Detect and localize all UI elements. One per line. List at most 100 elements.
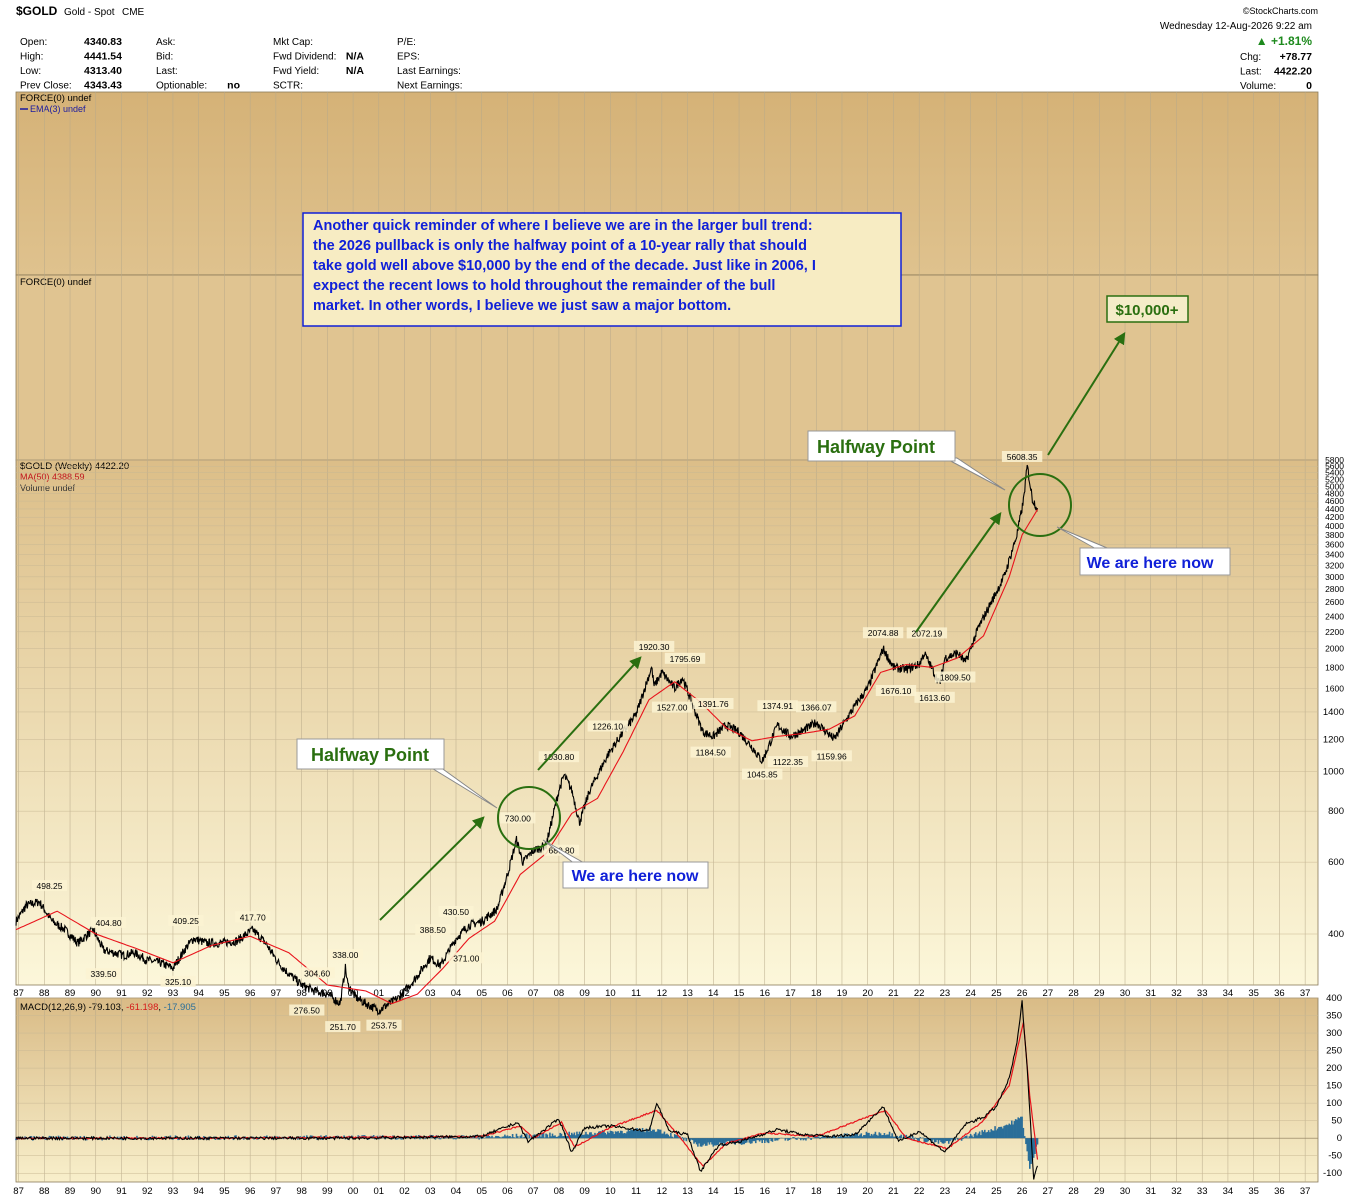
- x-tick-label: 96: [245, 988, 256, 999]
- x-tick-label: 37: [1300, 988, 1311, 999]
- x-tick-label: 28: [1068, 988, 1079, 999]
- x-tick-label: 07: [528, 988, 539, 999]
- x-tick-label: 89: [65, 988, 76, 999]
- data-label-bg: [85, 968, 122, 980]
- here-callout-1: [562, 861, 709, 889]
- x-tick-label: 97: [271, 988, 282, 999]
- data-label: 1045.85: [747, 770, 778, 780]
- trend-arrow-4: [1047, 331, 1126, 456]
- x-tick-label: 87: [13, 988, 24, 999]
- x-tick-label: 18: [811, 1186, 822, 1197]
- y-tick-label: 2400: [1325, 611, 1344, 621]
- data-label: 1030.80: [544, 752, 575, 762]
- x-tick-label: 03: [425, 988, 436, 999]
- data-label-bg: [500, 812, 536, 824]
- trend-arrow-1: [379, 816, 485, 921]
- data-label: 1184.50: [696, 748, 726, 758]
- x-tick-label: 11: [631, 1186, 641, 1197]
- macd-y-tick-label: 50: [1331, 1116, 1342, 1127]
- data-label-bg: [415, 924, 451, 936]
- x-tick-label: 32: [1171, 988, 1182, 999]
- x-tick-label: 05: [476, 1186, 487, 1197]
- macd-y-tick-label: 350: [1326, 1011, 1342, 1022]
- x-tick-label: 88: [39, 1186, 50, 1197]
- x-tick-label: 94: [193, 988, 204, 999]
- x-tick-label: 07: [528, 1186, 539, 1197]
- x-tick-label: 00: [348, 1186, 359, 1197]
- macd-y-tick-label: -100: [1323, 1168, 1342, 1179]
- data-label-bg: [693, 698, 734, 709]
- quote-label: SCTR:: [273, 81, 303, 92]
- macd-y-tick-label: 100: [1326, 1098, 1342, 1109]
- halfway-callout-1: [296, 738, 445, 770]
- y-tick-label: 3000: [1325, 572, 1344, 582]
- x-tick-label: 36: [1274, 1186, 1285, 1197]
- x-tick-label: 19: [837, 988, 848, 999]
- data-label: 251.70: [330, 1022, 356, 1032]
- x-tick-label: 95: [219, 1186, 230, 1197]
- data-label: 730.00: [505, 813, 531, 823]
- y-tick-label: 4800: [1325, 489, 1344, 499]
- quote-label: Fwd Yield:: [273, 66, 319, 77]
- data-label-bg: [651, 701, 693, 713]
- data-label-bg: [633, 640, 675, 652]
- x-tick-label: 99: [322, 1186, 333, 1197]
- ema-label: EMA(3) undef: [30, 104, 86, 114]
- x-tick-label: 34: [1223, 988, 1234, 999]
- x-tick-label: 15: [734, 1186, 745, 1197]
- x-tick-label: 27: [1043, 1186, 1054, 1197]
- x-tick-label: 18: [811, 988, 822, 999]
- data-label-bg: [91, 916, 127, 928]
- data-label: 253.75: [371, 1021, 397, 1031]
- data-label: 409.25: [173, 916, 199, 926]
- x-tick-label: 20: [862, 1186, 873, 1197]
- annotation-layer: Another quick reminder of where I believ…: [296, 212, 1231, 921]
- x-tick-label: 90: [90, 988, 101, 999]
- x-tick-label: 00: [348, 988, 359, 999]
- x-tick-label: 06: [502, 988, 513, 999]
- data-label: 1809.50: [940, 673, 971, 683]
- data-label: 1374.91: [762, 701, 793, 711]
- y-tick-label: 1800: [1325, 662, 1344, 672]
- data-label: 1226.10: [592, 722, 623, 732]
- price-line: [15, 464, 1039, 1016]
- quote-label: Prev Close:: [20, 81, 72, 92]
- data-label: 276.50: [294, 1006, 320, 1016]
- macd-y-tick-label: 200: [1326, 1063, 1342, 1074]
- y-tick-label: 3600: [1325, 540, 1344, 550]
- data-label-bg: [587, 720, 628, 732]
- y-tick-label: 2000: [1325, 644, 1344, 654]
- data-label-bg: [757, 700, 798, 712]
- x-tick-label: 21: [888, 1186, 899, 1197]
- x-tick-label: 20: [862, 988, 873, 999]
- x-tick-label: 97: [271, 1186, 282, 1197]
- x-tick-label: 04: [451, 988, 462, 999]
- here-label-1: We are here now: [572, 868, 699, 885]
- data-label-bg: [767, 756, 809, 768]
- x-tick-label: 25: [991, 1186, 1002, 1197]
- x-tick-label: 29: [1094, 1186, 1105, 1197]
- x-tick-label: 13: [682, 988, 693, 999]
- x-tick-label: 22: [914, 988, 925, 999]
- x-tick-label: 23: [940, 988, 951, 999]
- data-label: 339.50: [91, 969, 117, 979]
- macd-y-tick-label: 400: [1326, 993, 1342, 1004]
- x-tick-label: 36: [1274, 988, 1285, 999]
- force-label-2: FORCE(0) undef: [20, 277, 92, 288]
- macd-panel: [15, 997, 1319, 1183]
- x-tick-label: 22: [914, 1186, 925, 1197]
- price-title: $GOLD (Weekly) 4422.20: [20, 461, 129, 472]
- halfway-label-2: Halfway Point: [817, 437, 935, 457]
- x-tick-label: 27: [1043, 988, 1054, 999]
- halfway-callout-2: [807, 430, 956, 462]
- data-label: 1676.10: [881, 686, 912, 696]
- x-tick-label: 93: [168, 1186, 179, 1197]
- y-tick-label: 600: [1328, 857, 1344, 868]
- data-label-bg: [160, 975, 196, 987]
- x-tick-label: 26: [1017, 1186, 1028, 1197]
- y-tick-label: 1200: [1323, 734, 1344, 745]
- y-tick-label: 1400: [1323, 707, 1344, 718]
- macd-y-tick-label: 300: [1326, 1028, 1342, 1039]
- ma-label: MA(50) 4388.59: [20, 472, 85, 482]
- x-tick-label: 28: [1068, 1186, 1079, 1197]
